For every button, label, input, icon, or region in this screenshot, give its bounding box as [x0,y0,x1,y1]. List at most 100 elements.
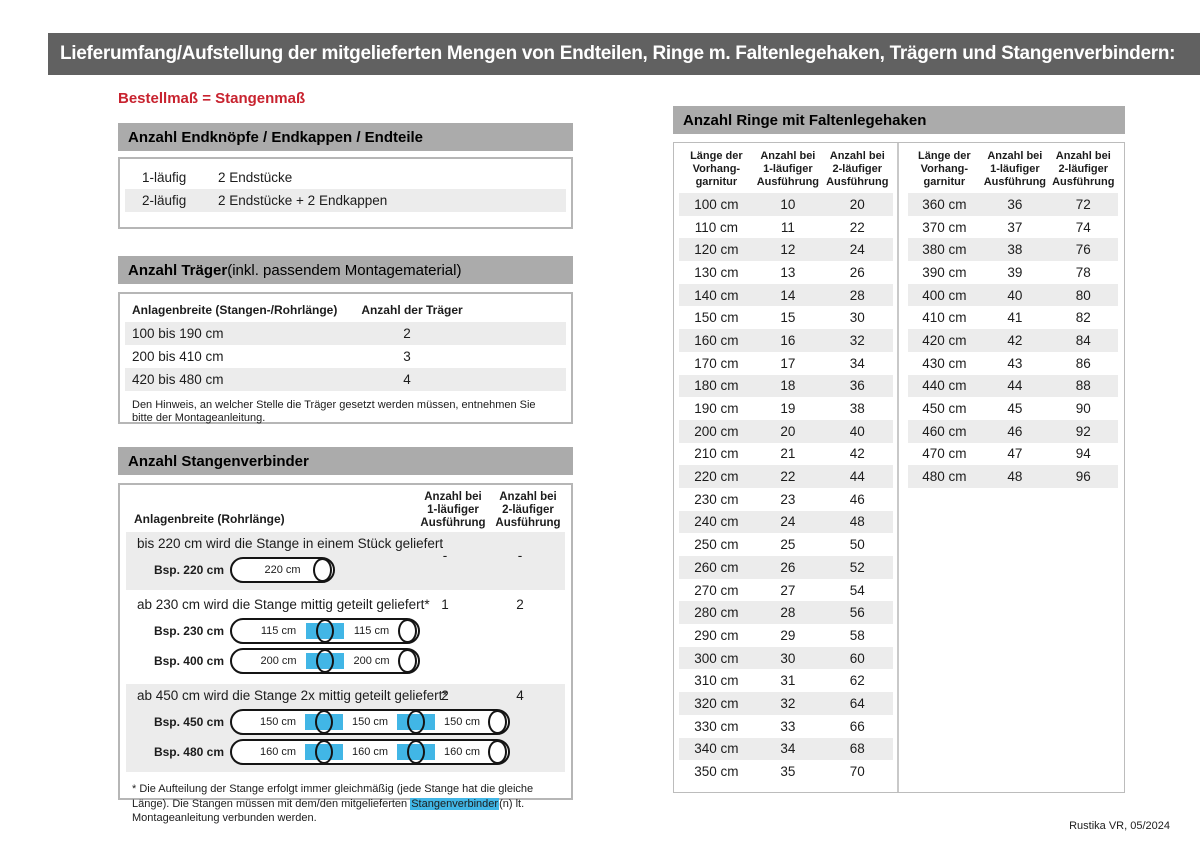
rod-diagram: Bsp. 480 cm 160 cm [126,737,565,767]
count-1laeufig-cell: 30 [780,650,796,666]
count-1laeufig-cell: 10 [780,196,796,212]
length-cell: 390 cm [922,264,967,280]
range-cell: 100 bis 190 cm [132,326,224,341]
count-2laeufig: 4 [516,688,524,703]
count-2laeufig-cell: 84 [1075,332,1091,348]
count-1laeufig: 1 [441,597,449,612]
count-2laeufig-cell: 86 [1075,355,1091,371]
column-header-1laeufig: Anzahl bei 1-läufiger Ausführung [756,150,820,188]
length-cell: 450 cm [922,401,967,417]
count-1laeufig-cell: 37 [1007,219,1023,235]
length-cell: 240 cm [694,514,739,530]
rod-segment: 150 cm [397,710,508,734]
count-2laeufig-cell: 46 [849,491,865,507]
group-description: ab 450 cm wird die Stange 2x mittig gete… [137,688,448,703]
count-1laeufig-cell: 45 [1007,401,1023,417]
column-header: Anlagenbreite (Stangen-/Rohrlänge) [132,303,338,317]
count-1laeufig-cell: 11 [780,219,795,235]
length-cell: 310 cm [694,673,739,689]
table-row: 230 cm 23 46 [679,488,893,511]
table-row: 140 cm 14 28 [679,283,893,307]
table-row: 290 cm 29 58 [679,624,893,647]
traeger-note: Den Hinweis, an welcher Stelle die Träge… [132,399,536,424]
footnote: * Die Aufteilung der Stange erfolgt imme… [132,783,534,824]
table-row: 160 cm 16 32 [679,329,893,352]
count-1laeufig-cell: 36 [1007,196,1023,212]
segment-length-label: 200 cm [353,655,390,667]
curtain-rod-icon: 160 cm 160 cm [230,739,510,765]
endteile-table: 1-läufig 2 Endstücke 2-läufig 2 Endstück… [118,157,573,229]
segment-length-label: 115 cm [260,625,297,637]
rod-endcap-icon [398,619,417,643]
section-title: Anzahl Ringe mit Faltenlegehaken [683,111,927,129]
count-2laeufig-cell: 38 [849,401,865,417]
table-row: 200 cm 20 40 [679,419,893,443]
count-1laeufig-cell: 21 [780,446,796,462]
count-2laeufig-cell: 66 [849,718,865,734]
table-row: 220 cm 22 44 [679,465,893,488]
curtain-rod-icon: 200 cm 200 cm [230,648,420,674]
count-2laeufig-cell: 96 [1075,469,1091,485]
table-row: 120 cm 12 24 [679,238,893,262]
count-2laeufig-cell: 56 [849,605,865,621]
range-cell: 200 bis 410 cm [132,349,224,364]
count-2laeufig: - [517,548,523,563]
length-cell: 100 cm [694,196,739,212]
table-row: 170 cm 17 34 [679,352,893,375]
table-row: 2-läufig 2 Endstücke + 2 Endkappen [125,189,566,212]
count-1laeufig-cell: 29 [780,627,796,643]
length-cell: 340 cm [694,741,739,757]
count-2laeufig-cell: 54 [849,582,865,598]
section-header-traeger: Anzahl Träger (inkl. passendem Montagema… [118,256,573,284]
table-row: 350 cm 35 70 [679,760,893,783]
table-header-row: Länge der Vorhang- garnitur Anzahl bei 1… [908,143,1119,189]
count-1laeufig-cell: 18 [780,378,796,394]
table-row: 310 cm 31 62 [679,669,893,692]
table-row: 330 cm 33 66 [679,715,893,738]
count-cell: 2 [403,326,411,341]
section-header-ringe: Anzahl Ringe mit Faltenlegehaken [673,106,1125,134]
table-row: 100 cm 10 20 [679,193,893,216]
count-1laeufig-cell: 17 [780,355,796,371]
range-cell: 420 bis 480 cm [132,372,224,387]
count-1laeufig-cell: 41 [1007,310,1023,326]
segment-length-label: 160 cm [443,746,481,758]
count-2laeufig-cell: 36 [849,378,865,394]
length-cell: 250 cm [694,537,739,553]
count-2laeufig-cell: 20 [849,196,865,212]
group-description: bis 220 cm wird die Stange in einem Stüc… [137,536,444,551]
count-1laeufig-cell: 38 [1007,242,1023,258]
left-column: Bestellmaß = Stangenmaß Anzahl Endknöpfe… [118,88,573,824]
table-row: 390 cm 39 78 [908,261,1119,284]
rod-example-label: Bsp. 220 cm [153,563,224,577]
length-cell: 150 cm [694,310,739,326]
column-header-2laeufig: Anzahl bei 2-läufiger Ausführung [1052,150,1115,188]
count-1laeufig-cell: 26 [780,559,796,575]
rod-example-label: Bsp. 450 cm [153,715,224,729]
table-row: 480 cm 48 96 [907,465,1118,488]
table-row: 150 cm 15 30 [679,306,893,329]
segment-length-label: 200 cm [260,655,297,667]
count-2laeufig-cell: 94 [1075,446,1091,462]
rod-groups: bis 220 cm wird die Stange in einem Stüc… [120,532,571,772]
count-2laeufig-cell: 90 [1075,401,1091,417]
rod-endcap-icon [313,558,332,582]
count-1laeufig-cell: 14 [780,287,796,303]
count-2laeufig-cell: 82 [1075,310,1091,326]
table-row: 190 cm 19 38 [679,397,893,420]
rod-segment: 150 cm [232,711,324,733]
count-2laeufig-cell: 24 [849,242,865,258]
table-row: 280 cm 28 56 [679,601,893,625]
column-header-length: Länge der Vorhang- garnitur [918,150,971,188]
length-cell: 260 cm [694,559,739,575]
rod-segment: 200 cm [232,650,325,672]
count-1laeufig-cell: 31 [780,673,796,689]
count-2laeufig-cell: 26 [849,264,865,280]
count-2laeufig-cell: 32 [849,332,865,348]
segment-length-label: 150 cm [443,716,481,728]
table-row: 300 cm 30 60 [679,646,893,670]
count-1laeufig-cell: 40 [1007,287,1023,303]
section-title: Anzahl Träger [128,261,228,279]
table-row: 320 cm 32 64 [679,692,893,715]
